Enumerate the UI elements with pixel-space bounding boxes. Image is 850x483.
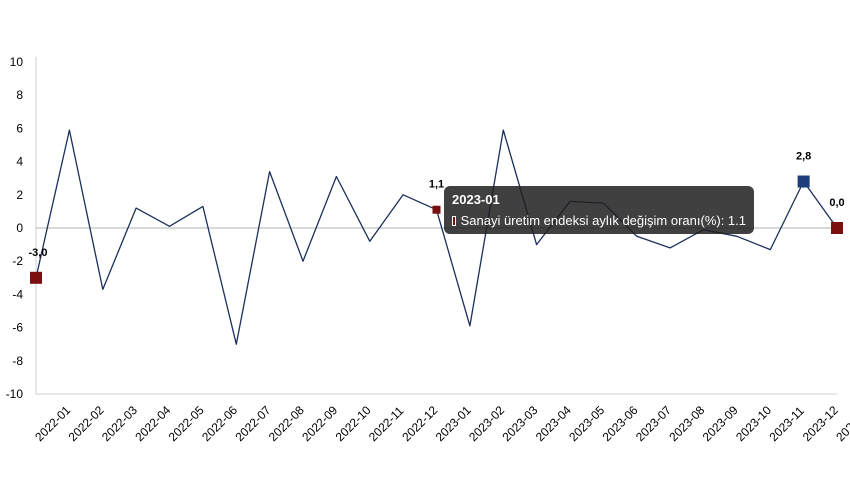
x-tick-label: 2022-02	[66, 403, 107, 444]
x-tick-label: 2023-03	[499, 403, 540, 444]
x-tick-label: 2022-01	[32, 403, 73, 444]
x-tick-label: 2022-08	[266, 403, 307, 444]
data-label: 2,8	[796, 151, 811, 163]
x-tick-label: 2023-07	[633, 403, 674, 444]
tooltip-row: Sanayi üretim endeksi aylık değişim oran…	[452, 213, 746, 228]
data-label: -3,0	[29, 247, 48, 259]
x-tick-label: 2022-10	[333, 403, 374, 444]
x-tick-label: 2022-11	[366, 403, 407, 444]
data-point-marker	[432, 205, 441, 214]
y-tick-label: 6	[16, 121, 23, 135]
x-tick-label: 2022-12	[399, 403, 440, 444]
x-tick-label: 2023-05	[566, 403, 607, 444]
x-tick-label: 2023-06	[600, 403, 641, 444]
tooltip-text: Sanayi üretim endeksi aylık değişim oran…	[460, 213, 746, 228]
x-tick-label: 2023-08	[666, 403, 707, 444]
y-tick-label: -8	[12, 354, 23, 368]
x-tick-label: 2022-04	[132, 403, 173, 444]
x-tick-label: 2023-12	[800, 403, 841, 444]
x-tick-label: 2023-01	[433, 403, 474, 444]
x-tick-label: 2023-04	[533, 403, 574, 444]
tooltip-title: 2023-01	[452, 192, 500, 207]
y-tick-label: 8	[16, 88, 23, 102]
x-tick-label: 2022-09	[299, 403, 340, 444]
x-tick-label: 2022-07	[232, 403, 273, 444]
y-tick-label: 2	[16, 188, 23, 202]
y-tick-label: -10	[6, 387, 24, 401]
y-tick-label: -4	[12, 287, 23, 301]
tooltip-series-swatch	[452, 215, 456, 226]
y-tick-label: 10	[10, 55, 24, 69]
y-tick-label: 0	[16, 221, 23, 235]
x-tick-label: 2022-03	[99, 403, 140, 444]
x-tick-label: 2023-09	[700, 403, 741, 444]
y-tick-label: 4	[16, 155, 23, 169]
x-tick-label: 2022-06	[199, 403, 240, 444]
data-tooltip: 2023-01 Sanayi üretim endeksi aylık deği…	[444, 186, 754, 234]
series-line	[35, 129, 838, 345]
data-point-marker	[30, 271, 42, 284]
data-label: 0,0	[829, 197, 844, 209]
data-point-marker	[831, 222, 843, 234]
x-tick-label: 2023-10	[733, 403, 774, 444]
y-tick-label: -2	[12, 254, 23, 268]
y-tick-label: -6	[12, 321, 23, 335]
x-tick-label: 2023-02	[466, 403, 507, 444]
data-label: 1,1	[429, 179, 444, 191]
x-tick-label: 2022-05	[166, 403, 207, 444]
data-point-marker	[797, 175, 810, 188]
x-tick-label: 2023-11	[766, 403, 807, 444]
